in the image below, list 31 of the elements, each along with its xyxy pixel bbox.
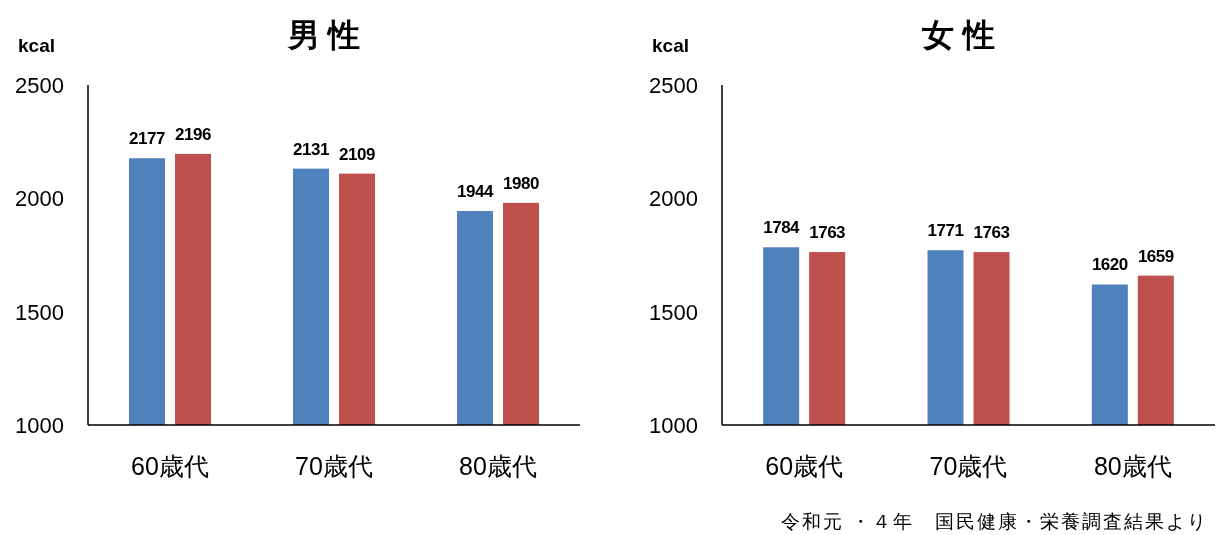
data-label: 2177 bbox=[129, 129, 165, 149]
data-label: 2131 bbox=[293, 139, 329, 159]
data-label: 1763 bbox=[973, 223, 1010, 243]
x-tick-label: 70歳代 bbox=[295, 452, 373, 480]
y-axis-title: kcal bbox=[652, 35, 689, 56]
x-tick-label: 80歳代 bbox=[459, 452, 537, 480]
x-tick-label: 60歳代 bbox=[131, 452, 209, 480]
x-tick-label: 60歳代 bbox=[765, 452, 844, 480]
y-tick-label: 1500 bbox=[15, 299, 64, 325]
data-label: 2196 bbox=[175, 124, 211, 144]
y-tick-label: 1000 bbox=[15, 413, 64, 438]
data-label: 1980 bbox=[503, 173, 539, 193]
text: 令和元 ・４年 国民健康・栄養調査結果より bbox=[780, 511, 1208, 532]
chart-title: 男 性 bbox=[286, 17, 361, 53]
y-tick-label: 1000 bbox=[649, 413, 698, 438]
data-label: 1620 bbox=[1091, 255, 1128, 275]
x-tick-label: 80歳代 bbox=[1093, 452, 1172, 480]
y-tick-label: 1500 bbox=[649, 299, 698, 325]
x-tick-label: 70歳代 bbox=[929, 452, 1008, 480]
data-label: 1763 bbox=[809, 223, 846, 243]
y-tick-label: 2500 bbox=[649, 73, 698, 98]
y-tick-label: 2000 bbox=[15, 186, 64, 212]
y-tick-label: 2000 bbox=[649, 186, 698, 212]
data-label: 1771 bbox=[927, 221, 964, 241]
y-axis-title: kcal bbox=[18, 35, 55, 56]
data-label: 1784 bbox=[763, 218, 801, 238]
chart-title: 女 性 bbox=[921, 17, 995, 53]
data-label: 1944 bbox=[457, 182, 494, 202]
data-label: 2109 bbox=[339, 144, 375, 164]
data-label: 1659 bbox=[1137, 246, 1174, 266]
y-tick-label: 2500 bbox=[15, 73, 64, 98]
